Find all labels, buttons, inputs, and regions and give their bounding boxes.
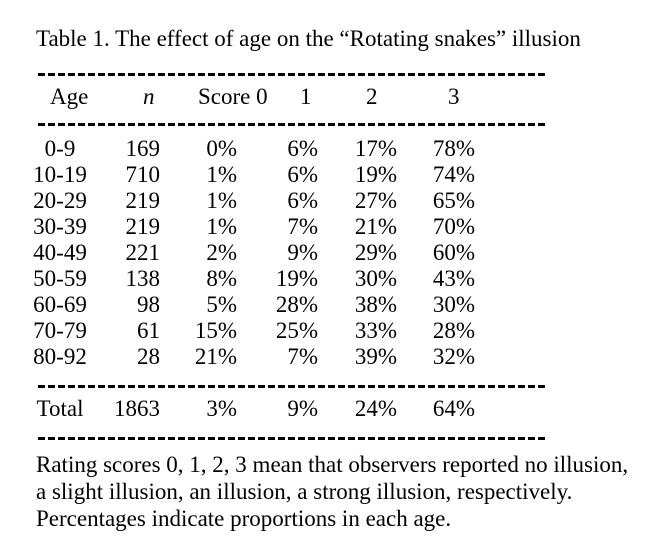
cell-score0: 1% [206, 188, 237, 213]
table-row: 0-9 169 0% 6% 17% 78% [18, 136, 475, 162]
cell-score0: 1% [206, 214, 237, 239]
age-data-table: 0-9 169 0% 6% 17% 78% 10-19 710 1% 6% 19… [18, 136, 475, 370]
cell-score2: 38% [354, 292, 397, 317]
header-score-1: 1 [300, 84, 312, 109]
cell-score1: 9% [287, 240, 318, 265]
cell-score1: 6% [287, 162, 318, 187]
table-row: 50-59 138 8% 19% 30% 43% [18, 266, 475, 292]
cell-score3: 28% [432, 318, 475, 343]
table-row: 10-19 710 1% 6% 19% 74% [18, 162, 475, 188]
cell-score1: 25% [275, 318, 318, 343]
cell-age: 40-49 [33, 240, 87, 265]
cell-age: 60-69 [33, 292, 87, 317]
cell-score3: 70% [432, 214, 475, 239]
header-score-3: 3 [448, 84, 460, 109]
cell-age: 10-19 [33, 162, 87, 187]
cell-n: 28 [137, 344, 160, 369]
dashed-divider-header [38, 123, 547, 126]
cell-n: 169 [125, 136, 161, 161]
cell-score2: 27% [354, 188, 397, 213]
table-row: 70-79 61 15% 25% 33% 28% [18, 318, 475, 344]
cell-age: 0-9 [44, 136, 76, 161]
cell-n: 138 [125, 266, 161, 291]
cell-total-n: 1863 [114, 396, 160, 421]
cell-total-score2: 24% [354, 396, 397, 421]
table-row: 30-39 219 1% 7% 21% 70% [18, 214, 475, 240]
note-line: Percentages indicate proportions in each… [36, 506, 452, 531]
header-n: n [143, 84, 155, 109]
table-header: Age n Score 0 1 2 3 [0, 84, 653, 110]
cell-score1: 7% [287, 344, 318, 369]
cell-age: 20-29 [33, 188, 87, 213]
cell-score3: 74% [432, 162, 475, 187]
cell-score2: 30% [354, 266, 397, 291]
cell-score1: 19% [275, 266, 318, 291]
table-row: 20-29 219 1% 6% 27% 65% [18, 188, 475, 214]
table-caption: Table 1. The effect of age on the “Rotat… [36, 26, 581, 51]
total-row-table: Total 1863 3% 9% 24% 64% [18, 396, 475, 422]
table-row: 80-92 28 21% 7% 39% 32% [18, 344, 475, 370]
cell-score2: 17% [354, 136, 397, 161]
cell-score1: 7% [287, 214, 318, 239]
dashed-divider-bottom [38, 437, 547, 440]
cell-score3: 43% [432, 266, 475, 291]
table-notes: Rating scores 0, 1, 2, 3 mean that obser… [36, 451, 628, 532]
cell-total-score1: 9% [287, 396, 318, 421]
cell-score3: 78% [432, 136, 475, 161]
cell-total-score0: 3% [206, 396, 237, 421]
dashed-divider-total [38, 385, 547, 388]
cell-n: 61 [137, 318, 160, 343]
cell-score0: 8% [206, 266, 237, 291]
total-row: Total 1863 3% 9% 24% 64% [18, 396, 475, 422]
cell-score3: 32% [432, 344, 475, 369]
cell-score3: 65% [432, 188, 475, 213]
cell-n: 221 [125, 240, 161, 265]
cell-score2: 33% [354, 318, 397, 343]
header-score-0: Score 0 [198, 84, 268, 109]
cell-score2: 29% [354, 240, 397, 265]
note-line: a slight illusion, an illusion, a strong… [36, 479, 573, 504]
cell-score1: 6% [287, 136, 318, 161]
cell-total-label: Total [36, 396, 84, 421]
cell-total-score3: 64% [432, 396, 475, 421]
cell-score0: 2% [206, 240, 237, 265]
header-score-2: 2 [366, 84, 378, 109]
cell-score0: 0% [206, 136, 237, 161]
cell-n: 219 [125, 214, 161, 239]
cell-score1: 28% [275, 292, 318, 317]
cell-score2: 39% [354, 344, 397, 369]
cell-age: 80-92 [33, 344, 87, 369]
cell-score0: 21% [194, 344, 237, 369]
cell-score3: 30% [432, 292, 475, 317]
cell-score3: 60% [432, 240, 475, 265]
cell-age: 50-59 [33, 266, 87, 291]
dashed-divider-top [38, 73, 547, 76]
cell-age: 30-39 [33, 214, 87, 239]
table-row: 40-49 221 2% 9% 29% 60% [18, 240, 475, 266]
header-age: Age [50, 84, 89, 109]
cell-age: 70-79 [33, 318, 87, 343]
cell-n: 98 [137, 292, 160, 317]
cell-score0: 15% [194, 318, 237, 343]
cell-score2: 19% [354, 162, 397, 187]
table-row: 60-69 98 5% 28% 38% 30% [18, 292, 475, 318]
cell-score2: 21% [354, 214, 397, 239]
cell-score0: 5% [206, 292, 237, 317]
cell-n: 710 [125, 162, 161, 187]
cell-n: 219 [125, 188, 161, 213]
cell-score1: 6% [287, 188, 318, 213]
cell-score0: 1% [206, 162, 237, 187]
note-line: Rating scores 0, 1, 2, 3 mean that obser… [36, 452, 629, 477]
